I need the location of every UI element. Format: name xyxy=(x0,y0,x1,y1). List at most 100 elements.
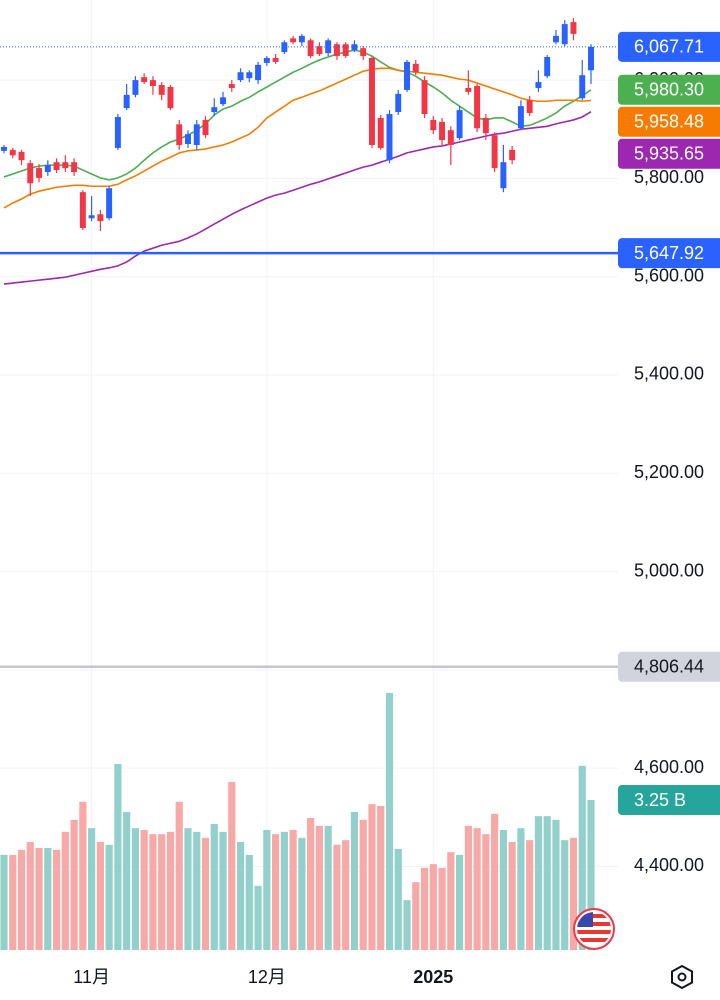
candle-body xyxy=(430,119,437,131)
settings-icon[interactable] xyxy=(671,964,693,990)
volume-bar xyxy=(517,828,525,950)
volume-bar xyxy=(210,824,218,950)
price-badge-label: 5,980.30 xyxy=(634,80,704,100)
candle-body xyxy=(193,124,200,145)
volume-bar xyxy=(552,819,560,950)
axes: 6,000.005,800.005,600.005,400.005,200.00… xyxy=(73,69,704,987)
volume-bar xyxy=(70,819,78,950)
volume-bar xyxy=(543,816,551,950)
y-tick-label: 5,000.00 xyxy=(634,560,704,580)
volume-bar xyxy=(289,830,297,950)
candle-body xyxy=(447,130,454,145)
candle-body xyxy=(588,46,594,71)
candle-body xyxy=(316,46,323,55)
volume-bar xyxy=(569,837,578,950)
volume-pane xyxy=(0,692,595,950)
candle-body xyxy=(290,38,297,43)
badges: 5,647.92 4,806.44 6,067.71 5,980.30 5,958.48… xyxy=(618,31,720,815)
candle-body xyxy=(202,119,209,136)
volume-bar xyxy=(149,834,157,950)
candle-body xyxy=(167,86,174,109)
volume-bar xyxy=(35,848,43,950)
price-badge xyxy=(618,106,720,137)
candle-body xyxy=(421,80,428,115)
flag-icon xyxy=(573,908,615,950)
candle-body xyxy=(377,117,384,148)
candle-body xyxy=(281,42,288,53)
candle-body xyxy=(570,22,577,34)
volume-bar xyxy=(438,867,446,950)
candle-body xyxy=(456,110,463,139)
price-badge-label: 6,067.71 xyxy=(634,37,704,57)
candle-body xyxy=(123,94,130,109)
volume-bar xyxy=(263,830,271,950)
x-tick-label: 12月 xyxy=(248,967,286,987)
volume-bar xyxy=(403,900,411,950)
candle-body xyxy=(149,80,156,87)
candle-body xyxy=(474,86,481,129)
candle-body xyxy=(368,57,375,145)
y-tick-label: 4,400.00 xyxy=(634,855,704,875)
moving-averages xyxy=(3,49,592,285)
price-badge-label: 5,958.48 xyxy=(634,112,704,132)
price-badge xyxy=(618,238,720,269)
price-lines xyxy=(0,46,720,668)
volume-bar xyxy=(17,849,26,950)
candle-body xyxy=(482,117,489,134)
candle-body xyxy=(9,149,16,156)
volume-bar xyxy=(272,834,280,950)
volume-bar xyxy=(184,828,192,950)
candle-body xyxy=(439,121,446,141)
volume-bar xyxy=(280,831,288,950)
y-tick-label: 5,600.00 xyxy=(634,265,704,285)
volume-bar xyxy=(534,816,543,950)
y-tick-label: 4,600.00 xyxy=(634,757,704,777)
volume-bar xyxy=(131,828,140,950)
candle-body xyxy=(97,214,104,222)
volume-bar xyxy=(219,831,227,950)
price-badge xyxy=(618,785,720,815)
y-tick-label: 5,800.00 xyxy=(634,167,704,187)
candle-body xyxy=(386,114,393,161)
volume-bar xyxy=(324,825,332,950)
volume-bar xyxy=(526,840,534,950)
candle-body xyxy=(342,44,349,57)
volume-bar xyxy=(587,800,595,950)
price-badge-label: 5,647.92 xyxy=(634,243,704,263)
candle-body xyxy=(491,135,498,169)
volume-bar xyxy=(508,842,516,950)
price-badge xyxy=(618,138,720,169)
candle-body xyxy=(561,24,568,45)
candle-body xyxy=(211,107,218,113)
volume-bar xyxy=(342,840,350,950)
candle-body xyxy=(544,57,551,77)
candle-body xyxy=(404,61,410,90)
candle-body xyxy=(1,146,7,151)
candle-body xyxy=(114,116,121,148)
volume-bar xyxy=(499,830,507,950)
candle-body xyxy=(158,85,165,95)
volume-bar xyxy=(228,782,236,950)
volume-bar xyxy=(385,692,394,950)
volume-bar xyxy=(394,848,402,950)
volume-bar xyxy=(114,764,122,950)
volume-bar xyxy=(0,854,8,950)
volume-bar xyxy=(140,830,148,950)
candle-body xyxy=(465,87,472,92)
volume-bar xyxy=(193,831,201,950)
volume-bar xyxy=(333,844,341,950)
candle-body xyxy=(500,162,507,189)
candle-body xyxy=(79,192,86,229)
volume-bar xyxy=(447,852,455,950)
candle-body xyxy=(517,106,524,129)
volume-bar xyxy=(88,828,96,950)
volume-bar xyxy=(429,864,437,950)
candle-body xyxy=(263,57,270,63)
volume-bar xyxy=(298,837,306,950)
candle-body xyxy=(255,64,262,81)
candle-body xyxy=(535,82,542,88)
volume-bar xyxy=(175,801,183,950)
candle-body xyxy=(176,124,183,145)
